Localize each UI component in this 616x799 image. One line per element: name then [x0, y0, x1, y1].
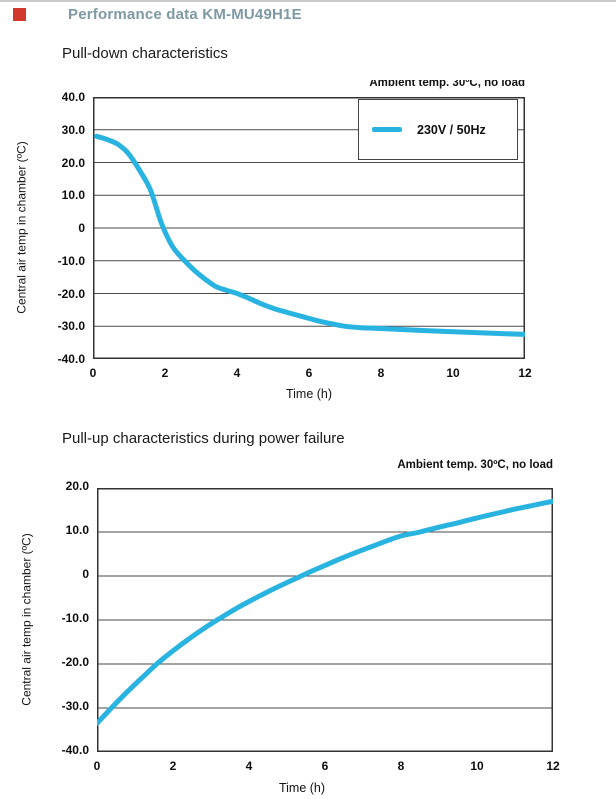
- pullup-xaxis-label: Time (h): [278, 781, 326, 795]
- pullup-y-tick-label: -40.0: [61, 743, 89, 757]
- pulldown-y-tick-label: 0: [78, 221, 85, 235]
- pulldown-y-tick-label: 20.0: [61, 155, 85, 170]
- pulldown-y-tick-label: -40.0: [57, 352, 85, 366]
- pulldown-y-tick-label: -30.0: [57, 319, 85, 334]
- legend-label: 230V / 50Hz: [417, 122, 486, 137]
- pullup-chart-heading: Pull-up characteristics during power fai…: [62, 430, 345, 447]
- pullup-x-tick-label: 6: [321, 759, 329, 773]
- pulldown-x-tick-label: 2: [161, 366, 169, 380]
- pulldown-yaxis-label: Central air temp in chamber (ºC): [14, 141, 29, 314]
- pullup-y-tick-label: 10.0: [65, 523, 89, 537]
- pulldown-xaxis-label: Time (h): [285, 387, 333, 401]
- pullup-y-tick-label: 20.0: [65, 479, 89, 493]
- pulldown-y-tick-label: -20.0: [57, 286, 85, 301]
- pulldown-x-tick-label: 8: [377, 366, 385, 380]
- pullup-x-tick-label: 10: [470, 759, 484, 773]
- pullup-x-tick-label: 0: [93, 759, 101, 773]
- pullup-y-tick-label: -20.0: [61, 655, 89, 669]
- page-title: Performance data KM-MU49H1E: [68, 6, 302, 23]
- pullup-annotation: Ambient temp. 30ºC, no load: [397, 459, 553, 471]
- pulldown-legend: 230V / 50Hz: [358, 99, 518, 160]
- pulldown-chart-heading: Pull-down characteristics: [62, 45, 228, 62]
- pullup-x-tick-label: 12: [546, 759, 560, 773]
- pulldown-annotation: Ambient temp. 30ºC, no load: [369, 80, 525, 89]
- pulldown-canvas: [93, 97, 525, 359]
- pullup-x-tick-label: 4: [245, 759, 253, 773]
- legend-line-swatch: [372, 127, 402, 132]
- pullup-canvas: [97, 488, 553, 752]
- pullup-yaxis-label: Central air temp in chamber (ºC): [19, 533, 34, 706]
- pullup-x-tick-label: 2: [169, 759, 177, 773]
- pulldown-temperature-curve: [94, 133, 525, 337]
- pulldown-x-tick-label: 10: [446, 366, 460, 380]
- pulldown-annotation-wrap: Ambient temp. 30ºC, no load: [369, 80, 525, 92]
- pulldown-y-tick-label: 30.0: [61, 122, 85, 137]
- pullup-temperature-curve: [97, 498, 553, 726]
- pullup-y-tick-label: -10.0: [61, 611, 89, 625]
- top-divider: [0, 0, 616, 2]
- pullup-y-tick-label: -30.0: [61, 699, 89, 713]
- pulldown-x-tick-label: 4: [233, 366, 241, 380]
- pulldown-x-tick-label: 12: [518, 366, 532, 380]
- pulldown-y-tick-label: -10.0: [57, 253, 85, 268]
- pulldown-y-tick-label: 40.0: [61, 90, 85, 104]
- pulldown-x-tick-label: 0: [89, 366, 97, 380]
- pulldown-x-tick-label: 6: [305, 366, 313, 380]
- pullup-x-tick-label: 8: [397, 759, 405, 773]
- pullup-plot-area: [97, 488, 553, 752]
- section-marker-icon: [13, 8, 26, 21]
- pulldown-y-tick-label: 10.0: [61, 188, 85, 203]
- pulldown-plot-area: 230V / 50Hz: [93, 97, 525, 359]
- pullup-y-tick-label: 0: [82, 567, 89, 581]
